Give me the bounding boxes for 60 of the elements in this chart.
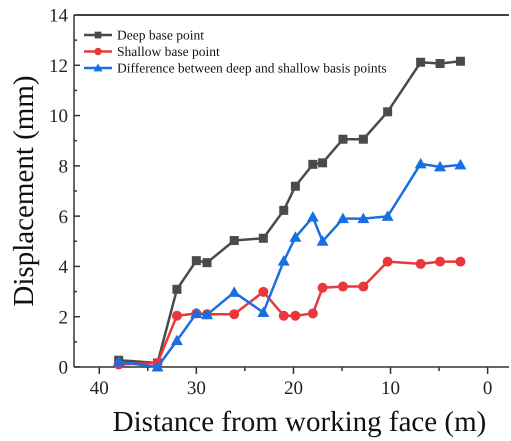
point: [383, 107, 392, 116]
point: [308, 160, 318, 169]
point: [202, 258, 212, 268]
x-tick-label: 40: [90, 378, 109, 399]
point: [290, 310, 300, 321]
point: [306, 211, 319, 222]
x-tick-label: 30: [186, 378, 206, 399]
y-tick-label: 10: [49, 106, 68, 128]
x-tick-label: 10: [381, 378, 400, 399]
point: [308, 308, 318, 318]
point: [357, 212, 370, 224]
point: [358, 134, 368, 144]
point: [455, 256, 466, 267]
point: [338, 134, 348, 144]
point: [290, 182, 300, 191]
point: [318, 158, 328, 168]
y-tick-label: 4: [58, 257, 68, 278]
point: [258, 286, 268, 297]
point: [316, 235, 329, 246]
point: [414, 158, 427, 168]
point: [318, 282, 328, 293]
x-tick-label: 20: [284, 378, 303, 399]
point: [416, 58, 426, 67]
point: [358, 282, 368, 292]
point: [436, 59, 445, 68]
point: [435, 256, 446, 267]
point: [172, 284, 182, 294]
y-axis-title: Displacement (mm): [8, 75, 40, 307]
point: [336, 212, 349, 224]
y-tick-label: 8: [58, 156, 68, 178]
point: [279, 206, 288, 215]
point: [456, 56, 465, 66]
x-axis-title: Distance from working face (m): [112, 406, 486, 438]
point: [434, 160, 446, 172]
point: [192, 256, 201, 266]
point: [289, 231, 302, 242]
y-tick-label: 14: [49, 6, 68, 27]
point: [172, 310, 182, 321]
point: [278, 310, 289, 321]
point: [170, 334, 183, 346]
legend-label: Shallow base point: [117, 44, 220, 60]
point: [230, 236, 239, 246]
y-tick-label: 6: [58, 206, 68, 228]
point: [152, 361, 164, 372]
y-tick-label: 2: [58, 307, 68, 328]
point: [382, 256, 393, 267]
point: [382, 210, 394, 221]
point: [257, 306, 270, 317]
y-tick-label: 12: [49, 56, 68, 77]
legend-label: Difference between deep and shallow basis points: [117, 60, 387, 76]
y-tick-label: 0: [58, 358, 68, 379]
x-tick-label: 0: [482, 378, 492, 399]
point: [258, 234, 268, 243]
point: [228, 286, 240, 297]
point: [229, 309, 240, 320]
point: [416, 258, 426, 269]
point: [338, 282, 348, 292]
point: [454, 158, 466, 170]
point: [278, 255, 290, 266]
legend-label: Deep base point: [117, 28, 204, 43]
